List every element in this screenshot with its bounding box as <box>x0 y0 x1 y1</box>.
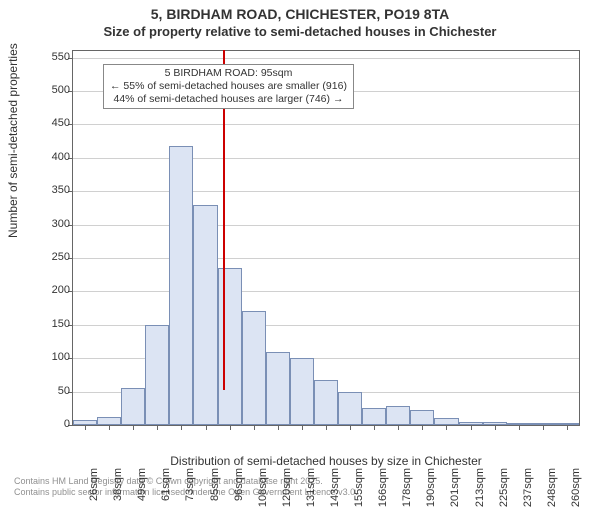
x-tick-label: 26sqm <box>88 468 100 501</box>
x-tick-mark <box>495 425 496 430</box>
x-tick-label: 225sqm <box>498 468 510 507</box>
y-tick-label: 500 <box>30 84 70 96</box>
x-tick-mark <box>254 425 255 430</box>
x-axis-label: Distribution of semi-detached houses by … <box>72 454 580 468</box>
x-tick-label: 120sqm <box>281 468 293 507</box>
x-tick-mark <box>350 425 351 430</box>
page-subtitle: Size of property relative to semi-detach… <box>0 24 600 39</box>
histogram-bar <box>290 358 314 425</box>
y-tick-label: 200 <box>30 284 70 296</box>
y-tick-label: 350 <box>30 184 70 196</box>
x-tick-mark <box>519 425 520 430</box>
x-tick-label: 38sqm <box>112 468 124 501</box>
y-tick-label: 400 <box>30 151 70 163</box>
x-tick-label: 201sqm <box>449 468 461 507</box>
x-tick-label: 131sqm <box>305 468 317 507</box>
gridline <box>73 124 579 125</box>
annotation-larger: 44% of semi-detached houses are larger (… <box>110 93 347 106</box>
histogram-bar <box>386 406 410 425</box>
x-tick-mark <box>206 425 207 430</box>
y-tick-label: 50 <box>30 385 70 397</box>
y-tick-label: 100 <box>30 351 70 363</box>
x-tick-label: 155sqm <box>353 468 365 507</box>
gridline <box>73 291 579 292</box>
x-tick-label: 61sqm <box>160 468 172 501</box>
x-tick-mark <box>302 425 303 430</box>
x-tick-label: 190sqm <box>425 468 437 507</box>
histogram-bar <box>242 311 266 425</box>
x-tick-mark <box>230 425 231 430</box>
x-tick-label: 85sqm <box>209 468 221 501</box>
x-tick-mark <box>471 425 472 430</box>
y-axis-label: Number of semi-detached properties <box>6 43 20 238</box>
x-tick-mark <box>543 425 544 430</box>
histogram-bar <box>169 146 193 425</box>
histogram-plot: 5 BIRDHAM ROAD: 95sqm← 55% of semi-detac… <box>72 50 580 426</box>
y-tick-label: 250 <box>30 251 70 263</box>
x-tick-mark <box>278 425 279 430</box>
histogram-bar <box>145 325 169 425</box>
x-tick-label: 237sqm <box>522 468 534 507</box>
x-tick-label: 178sqm <box>401 468 413 507</box>
y-tick-label: 450 <box>30 117 70 129</box>
histogram-bar <box>121 388 145 425</box>
x-tick-mark <box>181 425 182 430</box>
histogram-bar <box>218 268 242 425</box>
histogram-bar <box>193 205 217 425</box>
x-tick-mark <box>567 425 568 430</box>
gridline <box>73 158 579 159</box>
gridline <box>73 191 579 192</box>
histogram-bar <box>97 417 121 425</box>
y-tick-label: 300 <box>30 218 70 230</box>
histogram-bar <box>338 392 362 425</box>
x-tick-label: 166sqm <box>377 468 389 507</box>
x-tick-label: 260sqm <box>570 468 582 507</box>
x-tick-mark <box>133 425 134 430</box>
histogram-bar <box>434 418 458 425</box>
x-tick-mark <box>446 425 447 430</box>
x-tick-label: 49sqm <box>136 468 148 501</box>
x-tick-label: 248sqm <box>546 468 558 507</box>
page-title: 5, BIRDHAM ROAD, CHICHESTER, PO19 8TA <box>0 6 600 22</box>
x-tick-label: 96sqm <box>233 468 245 501</box>
x-tick-mark <box>422 425 423 430</box>
x-tick-label: 73sqm <box>184 468 196 501</box>
x-tick-label: 213sqm <box>474 468 486 507</box>
gridline <box>73 58 579 59</box>
x-tick-label: 108sqm <box>257 468 269 507</box>
y-tick-label: 550 <box>30 51 70 63</box>
x-tick-mark <box>109 425 110 430</box>
x-tick-mark <box>374 425 375 430</box>
property-annotation: 5 BIRDHAM ROAD: 95sqm← 55% of semi-detac… <box>103 64 354 109</box>
y-tick-label: 0 <box>30 418 70 430</box>
annotation-title: 5 BIRDHAM ROAD: 95sqm <box>110 67 347 80</box>
histogram-bar <box>314 380 338 425</box>
x-tick-mark <box>85 425 86 430</box>
gridline <box>73 225 579 226</box>
gridline <box>73 258 579 259</box>
histogram-bar <box>410 410 434 425</box>
x-tick-mark <box>398 425 399 430</box>
y-tick-label: 150 <box>30 318 70 330</box>
histogram-bar <box>362 408 386 425</box>
annotation-smaller: ← 55% of semi-detached houses are smalle… <box>110 80 347 93</box>
x-tick-mark <box>326 425 327 430</box>
histogram-bar <box>266 352 290 425</box>
x-tick-label: 143sqm <box>329 468 341 507</box>
x-tick-mark <box>157 425 158 430</box>
